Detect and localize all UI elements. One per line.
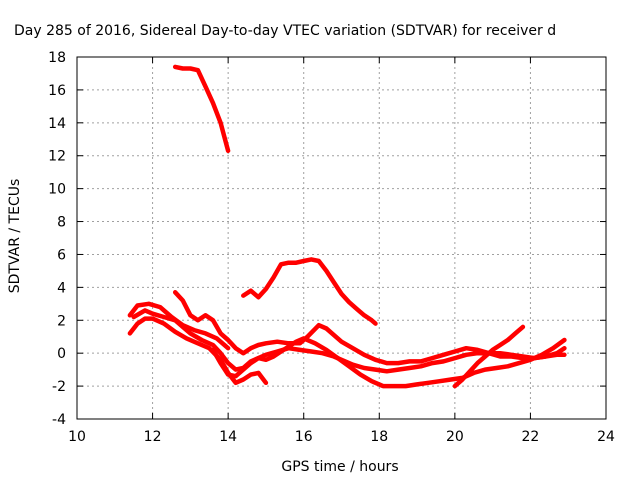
- x-tick-label: 16: [295, 429, 313, 445]
- x-tick-label: 18: [370, 429, 388, 445]
- series-track-8: [127, 301, 231, 351]
- series-track-2: [241, 257, 378, 326]
- y-axis-title: SDTVAR / TECUs: [7, 179, 23, 294]
- y-tick-label: 6: [57, 247, 66, 263]
- x-axis-title: GPS time / hours: [281, 459, 398, 475]
- y-tick-label: 0: [57, 346, 66, 362]
- x-tick-label: 12: [144, 429, 162, 445]
- chart-title: Day 285 of 2016, Sidereal Day-to-day VTE…: [14, 23, 556, 39]
- x-tick-labels: 10 12 14 16 18 20 22 24: [68, 429, 615, 445]
- y-tick-label: 14: [48, 116, 66, 132]
- series-track-5: [127, 316, 269, 386]
- y-tick-labels: -4 -2 0 2 4 6 8 10 12 14 16 18: [48, 50, 66, 428]
- y-tick-label: -4: [52, 412, 66, 428]
- y-tick-label: 4: [57, 280, 66, 296]
- y-tick-label: 10: [48, 182, 66, 198]
- series-track-6: [210, 336, 567, 389]
- x-tick-label: 14: [219, 429, 237, 445]
- x-tick-label: 10: [68, 429, 86, 445]
- series-track-4: [172, 290, 567, 366]
- y-tick-label: 2: [57, 313, 66, 329]
- y-tick-label: 18: [48, 50, 66, 66]
- y-tick-label: -2: [52, 379, 66, 395]
- y-tick-label: 12: [48, 149, 66, 165]
- y-tick-label: 16: [48, 83, 66, 99]
- grid-lines: [77, 57, 606, 419]
- series-track-1: [172, 64, 231, 154]
- x-tick-label: 22: [522, 429, 540, 445]
- data-series: [127, 64, 567, 389]
- axis-ticks: [76, 56, 607, 420]
- plot-frame: [76, 56, 607, 420]
- x-tick-label: 24: [597, 429, 615, 445]
- x-tick-label: 20: [446, 429, 464, 445]
- series-track-7: [452, 324, 526, 389]
- y-tick-label: 8: [57, 215, 66, 231]
